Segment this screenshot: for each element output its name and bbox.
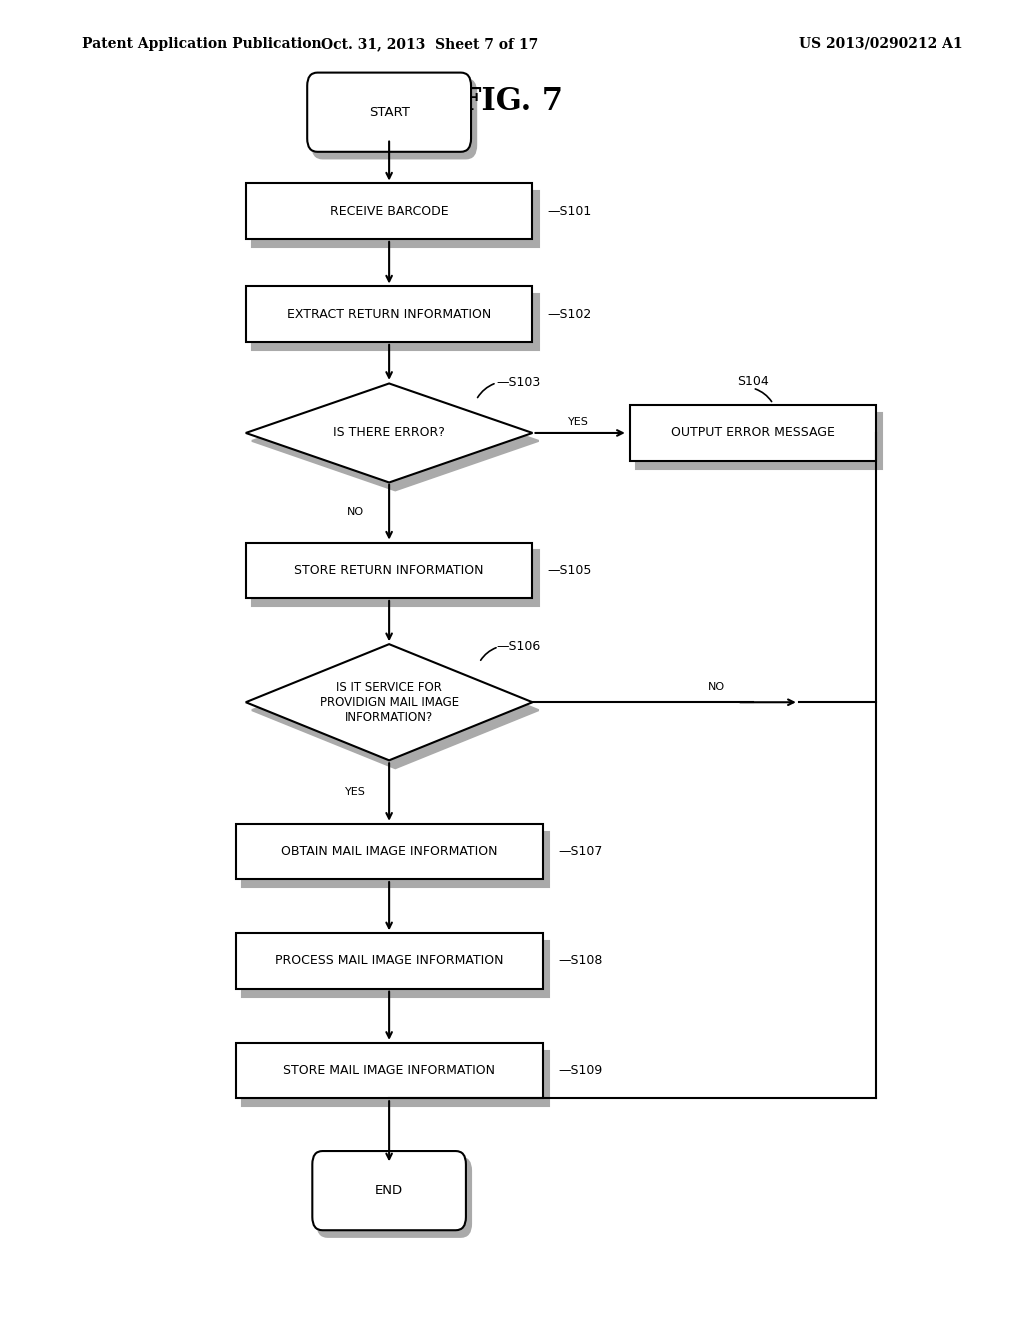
- FancyBboxPatch shape: [252, 550, 539, 606]
- Text: —S101: —S101: [548, 205, 592, 218]
- FancyBboxPatch shape: [242, 941, 549, 997]
- Text: YES: YES: [568, 417, 589, 428]
- FancyBboxPatch shape: [236, 824, 543, 879]
- Text: —S105: —S105: [548, 564, 592, 577]
- Text: NO: NO: [347, 507, 364, 517]
- FancyBboxPatch shape: [312, 1151, 466, 1230]
- Text: FIG. 7: FIG. 7: [461, 86, 563, 116]
- Text: —S109: —S109: [558, 1064, 602, 1077]
- FancyBboxPatch shape: [242, 1051, 549, 1106]
- Text: S104: S104: [736, 375, 769, 388]
- FancyBboxPatch shape: [252, 294, 539, 350]
- FancyBboxPatch shape: [630, 405, 876, 461]
- Text: —S107: —S107: [558, 845, 602, 858]
- FancyBboxPatch shape: [242, 832, 549, 887]
- Text: OUTPUT ERROR MESSAGE: OUTPUT ERROR MESSAGE: [671, 426, 835, 440]
- Text: END: END: [375, 1184, 403, 1197]
- Text: STORE RETURN INFORMATION: STORE RETURN INFORMATION: [294, 564, 484, 577]
- FancyBboxPatch shape: [307, 73, 471, 152]
- Polygon shape: [246, 383, 532, 482]
- Polygon shape: [252, 652, 539, 768]
- FancyBboxPatch shape: [252, 191, 539, 247]
- Text: US 2013/0290212 A1: US 2013/0290212 A1: [799, 37, 963, 51]
- Text: —S103: —S103: [497, 376, 541, 389]
- FancyBboxPatch shape: [312, 79, 476, 158]
- Text: IS THERE ERROR?: IS THERE ERROR?: [333, 426, 445, 440]
- Polygon shape: [252, 391, 539, 490]
- Text: RECEIVE BARCODE: RECEIVE BARCODE: [330, 205, 449, 218]
- FancyBboxPatch shape: [236, 933, 543, 989]
- Text: —S106: —S106: [497, 640, 541, 653]
- Text: EXTRACT RETURN INFORMATION: EXTRACT RETURN INFORMATION: [287, 308, 492, 321]
- Text: YES: YES: [345, 787, 366, 797]
- FancyBboxPatch shape: [317, 1158, 471, 1237]
- Text: NO: NO: [709, 681, 725, 692]
- FancyBboxPatch shape: [246, 183, 532, 239]
- FancyBboxPatch shape: [246, 286, 532, 342]
- FancyBboxPatch shape: [236, 1043, 543, 1098]
- FancyBboxPatch shape: [246, 543, 532, 598]
- Text: Oct. 31, 2013  Sheet 7 of 17: Oct. 31, 2013 Sheet 7 of 17: [322, 37, 539, 51]
- Text: —S108: —S108: [558, 954, 602, 968]
- Text: STORE MAIL IMAGE INFORMATION: STORE MAIL IMAGE INFORMATION: [283, 1064, 496, 1077]
- Text: START: START: [369, 106, 410, 119]
- Text: Patent Application Publication: Patent Application Publication: [82, 37, 322, 51]
- Polygon shape: [246, 644, 532, 760]
- Text: PROCESS MAIL IMAGE INFORMATION: PROCESS MAIL IMAGE INFORMATION: [274, 954, 504, 968]
- Text: IS IT SERVICE FOR
PROVIDIGN MAIL IMAGE
INFORMATION?: IS IT SERVICE FOR PROVIDIGN MAIL IMAGE I…: [319, 681, 459, 723]
- FancyBboxPatch shape: [636, 413, 882, 469]
- Text: —S102: —S102: [548, 308, 592, 321]
- Text: OBTAIN MAIL IMAGE INFORMATION: OBTAIN MAIL IMAGE INFORMATION: [281, 845, 498, 858]
